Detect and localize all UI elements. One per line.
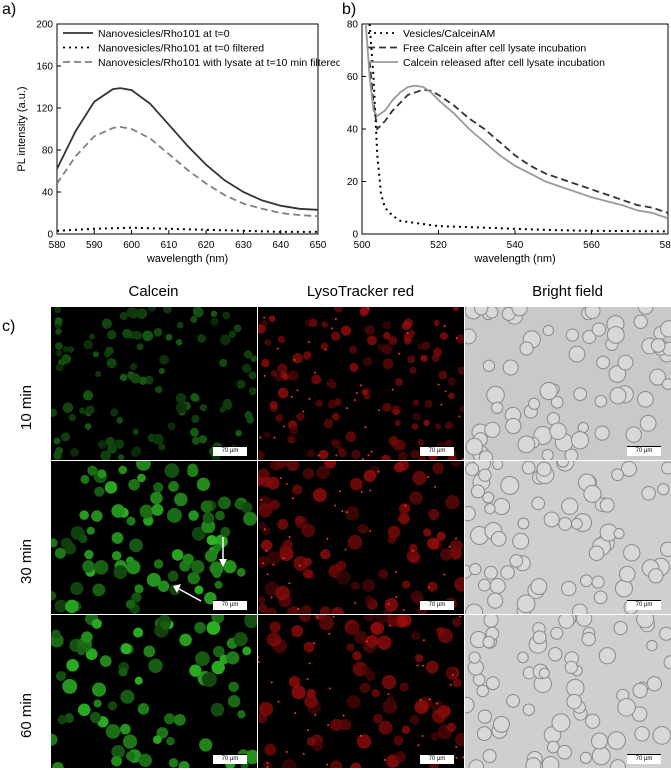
chart-b-xlabel: wavelength (nm) <box>473 253 555 265</box>
scale-bar: 70 µm <box>627 446 661 456</box>
panel-label-c: c) <box>2 318 16 335</box>
chart-a-ytick-label: 80 <box>42 146 54 157</box>
chart-a-legend-label-1: Nanovesicles/Rho101 at t=0 filtered <box>98 43 264 55</box>
chart-a-ytick-label: 0 <box>47 230 53 241</box>
microscopy-grid: 70 µm 70 µm 70 µm 70 µm 70 µm 70 µm 70 µm 70 µm… <box>51 307 671 768</box>
chart-a-xtick-label: 590 <box>86 240 103 251</box>
chart-a-ytick-label: 120 <box>36 104 53 115</box>
chart-a-xtick-label: 610 <box>161 240 178 251</box>
scale-bar: 70 µm <box>420 754 454 764</box>
image-bright-field-10min: 70 µm <box>465 307 671 460</box>
scale-bar: 70 µm <box>213 446 247 456</box>
chart-a-xtick-label: 640 <box>272 240 289 251</box>
chart-b-legend-label-0: Vesicles/CalceinAM <box>403 28 495 40</box>
chart-b-series-2 <box>364 24 668 220</box>
column-header-lysotracker: LysoTracker red <box>306 283 415 300</box>
chart-b-plot: 500520540560580020406080wavelength (nm)P… <box>347 20 671 266</box>
chart-a-frame <box>56 23 319 235</box>
chart-b-xtick-label: 500 <box>354 240 371 251</box>
chart-a-legend-label-2: Nanovesicles/Rho101 with lysate at t=10 … <box>98 57 340 69</box>
chart-b-ytick-label: 0 <box>352 230 358 241</box>
chart-a-xtick-label: 600 <box>123 240 140 251</box>
chart-a-ytick-label: 40 <box>42 188 54 199</box>
row-label-10min: 10 min <box>18 384 35 430</box>
chart-b-frame <box>361 23 669 235</box>
chart-b-ytick-label: 40 <box>347 125 359 136</box>
chart-a-xtick-label: 580 <box>49 240 66 251</box>
chart-b-ytick-label: 60 <box>347 72 359 83</box>
chart-a-plot: 580 590 600 610 620 630 640 650 0 40 80 120 160 200 wa… <box>16 20 340 266</box>
chart-a-xlabel: wavelength (nm) <box>146 253 228 265</box>
chart-b-series-1 <box>368 60 668 214</box>
row-label-30min: 30 min <box>18 538 35 584</box>
chart-b: 500520540560580020406080wavelength (nm)P… <box>347 20 671 266</box>
image-bright-field-30min: 70 µm <box>465 461 671 614</box>
image-lysotracker-60min: 70 µm <box>258 615 464 768</box>
column-header-calcein: Calcein <box>128 283 179 300</box>
image-calcein-30min: 70 µm <box>51 461 257 614</box>
chart-b-xtick-label: 520 <box>430 240 447 251</box>
chart-a-series-1 <box>57 226 318 233</box>
chart-b-legend-label-1: Free Calcein after cell lysate incubatio… <box>403 43 586 55</box>
scale-bar: 70 µm <box>627 600 661 610</box>
chart-a-ylabel: PL intensity (a.u.) <box>16 86 28 171</box>
scale-bar: 70 µm <box>213 754 247 764</box>
chart-a: 580 590 600 610 620 630 640 650 0 40 80 120 160 200 wa… <box>16 20 340 266</box>
chart-b-xtick-label: 580 <box>660 240 671 251</box>
image-calcein-60min: 70 µm <box>51 615 257 768</box>
chart-a-legend-label-0: Nanovesicles/Rho101 at t=0 <box>98 28 230 40</box>
panel-label-b: b) <box>342 1 357 18</box>
scale-bar: 70 µm <box>213 600 247 610</box>
chart-b-ytick-label: 80 <box>347 20 359 31</box>
chart-b-xtick-label: 540 <box>507 240 524 251</box>
chart-a-xtick-label: 650 <box>310 240 327 251</box>
scale-bar: 70 µm <box>420 600 454 610</box>
chart-a-xtick-label: 630 <box>235 240 252 251</box>
row-label-60min: 60 min <box>18 692 35 738</box>
scale-bar: 70 µm <box>420 446 454 456</box>
image-lysotracker-10min: 70 µm <box>258 307 464 460</box>
chart-b-ytick-label: 20 <box>347 177 359 188</box>
image-bright-field-60min: 70 µm <box>465 615 671 768</box>
chart-a-ytick-label: 200 <box>36 20 53 31</box>
column-header-bright-field: Bright field <box>532 283 603 300</box>
chart-a-xtick-label: 620 <box>198 240 215 251</box>
chart-a-series-2 <box>57 125 318 218</box>
panel-label-a: a) <box>2 1 17 18</box>
chart-b-xtick-label: 560 <box>583 240 600 251</box>
scale-bar: 70 µm <box>627 754 661 764</box>
image-calcein-10min: 70 µm <box>51 307 257 460</box>
image-lysotracker-30min: 70 µm <box>258 461 464 614</box>
chart-b-series-0 <box>368 24 668 233</box>
chart-b-legend-label-2: Calcein released after cell lysate incub… <box>403 57 605 69</box>
chart-a-series-0 <box>57 87 318 211</box>
chart-a-ytick-label: 160 <box>36 62 53 73</box>
